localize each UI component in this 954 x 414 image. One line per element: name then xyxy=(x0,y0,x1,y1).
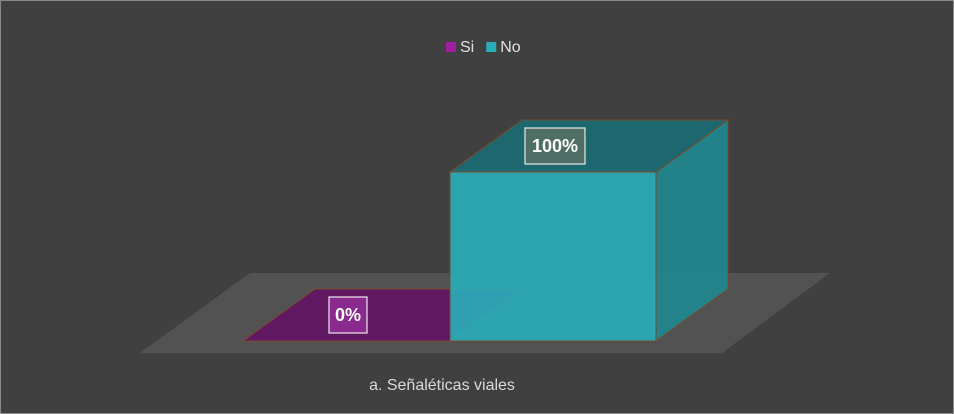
legend-label: Si xyxy=(460,39,474,56)
data-label: 100% xyxy=(532,136,578,156)
bar xyxy=(448,119,730,342)
bar-front xyxy=(449,171,657,342)
category-label: a. Señaléticas viales xyxy=(369,377,515,394)
bar-top xyxy=(448,119,730,173)
legend-swatch xyxy=(486,42,497,52)
data-label-box xyxy=(328,296,368,334)
data-label: 0% xyxy=(335,305,361,325)
legend-label: No xyxy=(500,39,521,56)
legend-swatch xyxy=(446,42,456,52)
data-label-box xyxy=(524,127,586,165)
